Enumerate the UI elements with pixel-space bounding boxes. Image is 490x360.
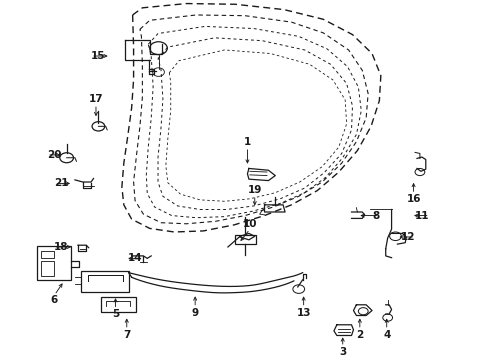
Text: 9: 9 <box>192 308 199 318</box>
Text: 11: 11 <box>415 211 430 221</box>
Bar <box>235 235 256 244</box>
Text: 10: 10 <box>243 219 257 229</box>
Text: 21: 21 <box>54 179 69 188</box>
Text: 19: 19 <box>247 185 262 195</box>
Bar <box>101 297 136 312</box>
Text: 12: 12 <box>400 232 415 242</box>
Text: 14: 14 <box>128 253 143 264</box>
Text: 18: 18 <box>53 242 68 252</box>
Text: 20: 20 <box>47 150 62 160</box>
Bar <box>81 271 129 292</box>
Bar <box>41 261 54 275</box>
Text: 17: 17 <box>89 94 103 104</box>
Text: 1: 1 <box>244 137 251 147</box>
Text: 2: 2 <box>356 330 364 340</box>
Text: 16: 16 <box>406 194 421 204</box>
Bar <box>41 251 54 258</box>
Text: 13: 13 <box>296 308 311 318</box>
Text: 8: 8 <box>372 211 379 221</box>
Bar <box>37 246 71 280</box>
Text: 5: 5 <box>112 310 119 319</box>
Text: 7: 7 <box>123 330 130 340</box>
Text: 15: 15 <box>91 51 105 61</box>
Text: 4: 4 <box>383 330 391 340</box>
Text: 6: 6 <box>51 295 58 305</box>
Text: 3: 3 <box>339 347 346 357</box>
